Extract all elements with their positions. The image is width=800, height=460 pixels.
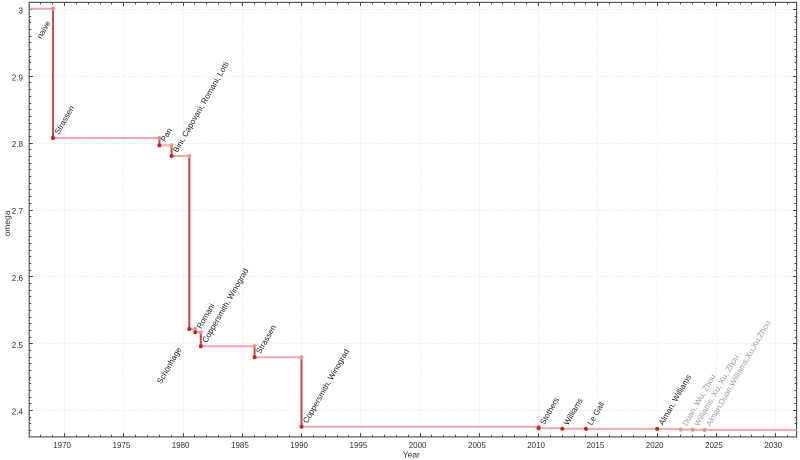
svg-text:2005: 2005 (468, 441, 486, 450)
svg-text:2.6: 2.6 (12, 274, 24, 283)
svg-text:2.5: 2.5 (12, 341, 24, 350)
svg-text:1985: 1985 (231, 441, 249, 450)
svg-text:1975: 1975 (113, 441, 131, 450)
svg-text:2010: 2010 (527, 441, 545, 450)
svg-text:2000: 2000 (409, 441, 427, 450)
svg-text:1995: 1995 (350, 441, 368, 450)
svg-text:2030: 2030 (764, 441, 782, 450)
svg-text:2.4: 2.4 (12, 408, 24, 417)
svg-text:2020: 2020 (646, 441, 664, 450)
svg-text:2.8: 2.8 (12, 140, 24, 149)
svg-text:1970: 1970 (53, 441, 71, 450)
svg-text:3: 3 (18, 6, 23, 15)
svg-text:Year: Year (403, 449, 420, 459)
svg-text:2015: 2015 (587, 441, 605, 450)
svg-text:2.9: 2.9 (12, 73, 24, 82)
svg-text:2025: 2025 (705, 441, 723, 450)
svg-text:2.7: 2.7 (12, 207, 24, 216)
svg-text:1990: 1990 (290, 441, 308, 450)
svg-text:1980: 1980 (172, 441, 190, 450)
svg-text:omega: omega (2, 210, 12, 236)
